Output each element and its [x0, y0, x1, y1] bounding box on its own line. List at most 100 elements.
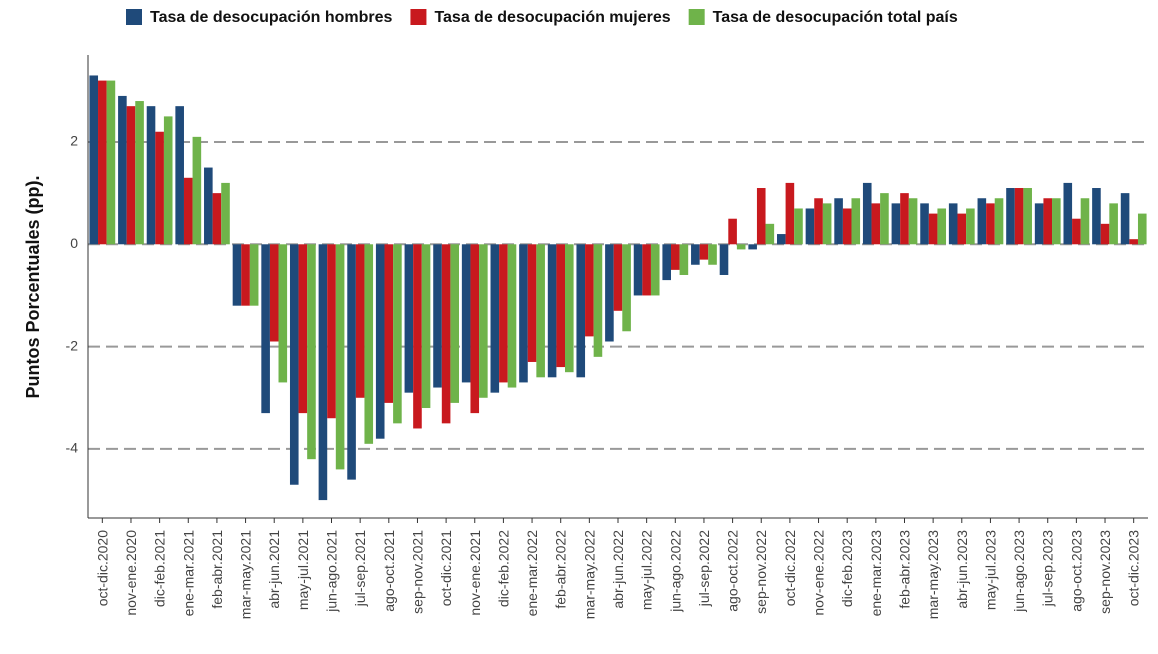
legend-swatch [126, 9, 142, 25]
bar [728, 218, 737, 245]
x-tick-label: oct-dic.2021 [438, 530, 454, 606]
x-tick-label: ago-oct.2023 [1068, 530, 1084, 612]
bar [1129, 239, 1138, 245]
bar [221, 182, 230, 245]
bar [585, 244, 594, 337]
bar [650, 244, 660, 296]
x-tick-label: nov-ene.2020 [123, 530, 139, 616]
bar [118, 95, 127, 245]
x-tick-label: ene-mar.2022 [524, 530, 540, 617]
x-tick-label: jul-sep.2023 [1040, 530, 1056, 607]
bar [89, 75, 99, 245]
bar [814, 198, 823, 245]
bar [192, 136, 202, 245]
bar [908, 198, 918, 245]
x-tick-label: sep-nov.2022 [753, 530, 769, 614]
bar [1120, 193, 1130, 245]
x-tick-label: feb-abr.2021 [209, 530, 225, 609]
bar [289, 244, 299, 485]
x-tick-label: oct-dic.2022 [782, 530, 798, 606]
bar [470, 244, 480, 414]
bar [355, 244, 365, 398]
x-tick-label: sep-nov.2021 [409, 530, 425, 614]
bar [479, 244, 488, 398]
bar [490, 244, 500, 393]
bar [862, 182, 872, 245]
y-tick-label: -2 [66, 337, 79, 353]
x-tick-label: feb-abr.2023 [896, 530, 912, 609]
bar [851, 198, 861, 245]
bar [327, 244, 336, 419]
x-tick-label: jun-ago.2022 [667, 530, 683, 613]
x-tick-label: oct-dic.2023 [1126, 530, 1142, 606]
legend-label: Tasa de desocupación hombres [150, 9, 393, 26]
bar [928, 213, 938, 245]
x-tick-label: mar-may.2023 [925, 530, 941, 619]
bar [106, 80, 116, 245]
x-tick-label: ene-mar.2021 [180, 530, 196, 617]
x-tick-label: mar-may.2022 [581, 530, 597, 619]
x-tick-label: abr-jun.2022 [610, 530, 626, 609]
x-tick-label: may-jul.2022 [639, 530, 655, 610]
x-tick-label: abr-jun.2021 [266, 530, 282, 609]
legend-swatch [688, 9, 705, 25]
bar [986, 203, 995, 245]
bar [421, 244, 431, 409]
bar [822, 203, 832, 245]
x-tick-label: ago-oct.2021 [381, 530, 397, 612]
x-tick-label: dic-feb.2021 [152, 530, 168, 607]
bar [499, 244, 508, 383]
bar [613, 244, 623, 311]
x-tick-label: feb-abr.2022 [553, 530, 569, 609]
x-tick-label: dic-feb.2023 [839, 530, 855, 607]
x-tick-label: jul-sep.2021 [352, 530, 368, 607]
bar [155, 131, 164, 245]
bar [994, 198, 1004, 245]
bar [1063, 182, 1073, 245]
bar [662, 244, 671, 281]
bar [593, 244, 603, 357]
bar [576, 244, 586, 378]
bar [126, 106, 136, 245]
bar [748, 244, 757, 250]
bar [622, 244, 631, 332]
bar [891, 203, 901, 245]
x-tick-label: ago-oct.2022 [725, 530, 741, 612]
bar [404, 244, 414, 393]
bar [441, 244, 451, 424]
bar [977, 198, 987, 245]
bar [777, 234, 786, 245]
bar [691, 244, 700, 265]
bar [1043, 198, 1053, 245]
bar [461, 244, 471, 383]
y-axis-label: Puntos Porcentuales (pp). [23, 175, 43, 398]
bar [347, 244, 356, 480]
x-tick-label: may-jul.2023 [982, 530, 998, 610]
bar [1052, 198, 1061, 245]
bar [249, 244, 259, 306]
bar [413, 244, 422, 429]
x-tick-label: nov-ene.2022 [811, 530, 827, 616]
bar [507, 244, 517, 388]
bar [1034, 203, 1044, 245]
bar [135, 101, 144, 245]
bar [834, 198, 843, 245]
bar [183, 177, 193, 245]
bar [163, 116, 173, 245]
bar [450, 244, 459, 403]
bar [375, 244, 385, 439]
bar [900, 193, 909, 245]
bar [232, 244, 242, 306]
bar [966, 208, 975, 245]
bar [384, 244, 394, 403]
legend-label: Tasa de desocupación total país [713, 9, 958, 26]
x-tick-label: jun-ago.2023 [1011, 530, 1027, 613]
bar [565, 244, 574, 373]
bar [871, 203, 881, 245]
bar [536, 244, 545, 378]
bar [805, 208, 815, 245]
bar [175, 106, 184, 245]
bar [1023, 188, 1032, 245]
bar [146, 106, 156, 245]
